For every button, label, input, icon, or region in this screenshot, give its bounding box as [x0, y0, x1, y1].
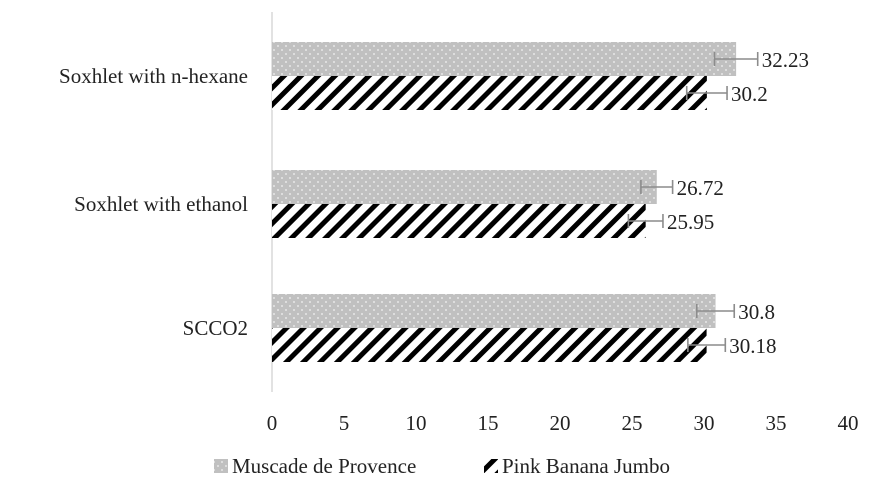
axis-layer: 0 5 10 15 20 25 30 35 40 — [267, 12, 859, 435]
x-tick-label: 0 — [267, 411, 278, 435]
labels-layer: Soxhlet with n-hexane 32.23 30.2 Soxhlet wi… — [59, 48, 809, 358]
bar — [272, 42, 737, 76]
bar — [272, 76, 707, 110]
legend-label: Muscade de Provence — [232, 454, 416, 478]
data-label: 30.18 — [729, 334, 776, 358]
bar — [272, 170, 657, 204]
x-tick-label: 5 — [339, 411, 350, 435]
x-tick-label: 10 — [406, 411, 427, 435]
bar — [272, 294, 716, 328]
legend-swatch — [484, 459, 498, 473]
x-tick-label: 30 — [694, 411, 715, 435]
data-label: 26.72 — [677, 176, 724, 200]
x-tick-label: 40 — [838, 411, 859, 435]
data-label: 32.23 — [762, 48, 809, 72]
legend: Muscade de Provence Pink Banana Jumbo — [214, 454, 670, 478]
category-label: SCCO2 — [183, 316, 248, 340]
data-label: 30.8 — [738, 300, 775, 324]
bar — [272, 204, 646, 238]
category-label: Soxhlet with n-hexane — [59, 64, 248, 88]
x-tick-label: 25 — [622, 411, 643, 435]
x-tick-label: 35 — [766, 411, 787, 435]
bars-layer — [272, 42, 759, 362]
category-label: Soxhlet with ethanol — [74, 192, 248, 216]
legend-swatch — [214, 459, 228, 473]
bar — [272, 328, 707, 362]
legend-label: Pink Banana Jumbo — [502, 454, 670, 478]
x-tick-label: 15 — [478, 411, 499, 435]
data-label: 25.95 — [667, 210, 714, 234]
data-label: 30.2 — [731, 82, 768, 106]
x-tick-label: 20 — [550, 411, 571, 435]
